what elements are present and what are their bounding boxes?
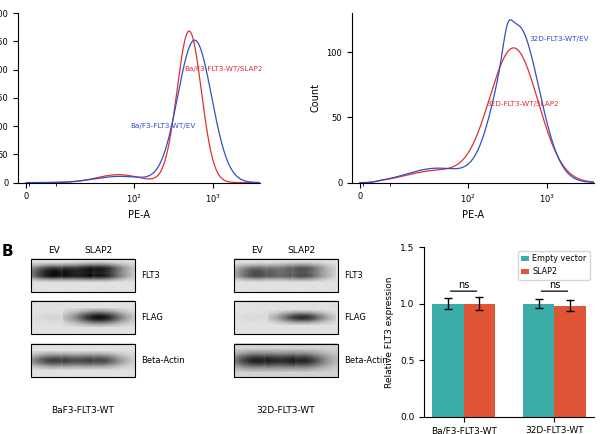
Text: ns: ns [458,280,469,290]
Text: FLT3: FLT3 [141,271,160,280]
Text: B: B [2,243,13,259]
Bar [523,303,554,417]
Text: Beta-Actin: Beta-Actin [344,356,388,365]
Text: 32D-FLT3-WT: 32D-FLT3-WT [256,406,315,415]
Text: 32D-FLT3-WT/EV: 32D-FLT3-WT/EV [529,36,589,42]
Text: BaF3-FLT3-WT: BaF3-FLT3-WT [52,406,114,415]
Bar [234,301,338,334]
Text: Beta-Actin: Beta-Actin [141,356,185,365]
Bar [554,306,586,417]
Text: FLAG: FLAG [141,313,163,322]
Bar [464,303,496,417]
Text: EV: EV [48,246,59,255]
Y-axis label: Relative FLT3 expression: Relative FLT3 expression [385,276,394,388]
Bar [234,344,338,377]
Text: SLAP2: SLAP2 [287,246,316,255]
Bar [31,259,134,292]
Text: FLT3: FLT3 [344,271,363,280]
Text: SLAP2: SLAP2 [84,246,112,255]
Text: EV: EV [251,246,263,255]
X-axis label: PE-A: PE-A [462,210,484,220]
Text: Ba/F3-FLT3-WT/EV: Ba/F3-FLT3-WT/EV [131,123,196,129]
Text: ns: ns [549,280,560,290]
Text: Ba/F3-FLT3-WT/SLAP2: Ba/F3-FLT3-WT/SLAP2 [184,66,262,72]
Bar [234,259,338,292]
Bar [432,303,464,417]
Y-axis label: Count: Count [311,83,321,112]
Bar [31,344,134,377]
Text: 32D-FLT3-WT/SLAP2: 32D-FLT3-WT/SLAP2 [486,101,559,107]
X-axis label: PE-A: PE-A [128,210,150,220]
Legend: Empty vector, SLAP2: Empty vector, SLAP2 [518,251,590,279]
Text: FLAG: FLAG [344,313,366,322]
Bar [31,301,134,334]
